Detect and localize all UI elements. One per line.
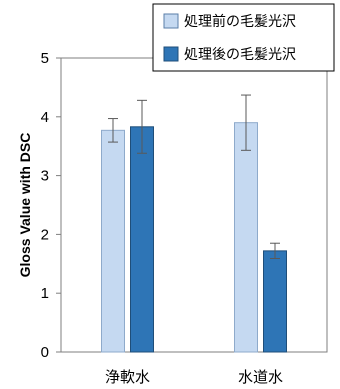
y-tick-label: 5 — [41, 50, 49, 67]
y-tick-label: 3 — [41, 168, 49, 185]
x-tick-label: 水道水 — [238, 368, 283, 386]
y-tick-label: 1 — [41, 285, 49, 302]
bar-before — [234, 122, 258, 353]
bar-series — [101, 122, 287, 353]
y-axis: 0 1 2 3 4 5 — [41, 50, 61, 361]
legend-box — [152, 3, 335, 72]
y-axis-title: Gloss Value with DSC — [17, 133, 33, 278]
legend-label-after: 処理後の毛髪光沢 — [184, 47, 296, 63]
x-tick-label: 浄軟水 — [105, 368, 150, 386]
plot-area — [60, 57, 328, 353]
legend-label-before: 処理前の毛髪光沢 — [184, 13, 296, 30]
bar-before — [101, 129, 125, 353]
bar-after — [130, 126, 154, 353]
y-tick-label: 2 — [41, 226, 49, 243]
bar-after — [263, 250, 287, 353]
legend-swatch-before — [163, 13, 179, 29]
x-axis: 浄軟水 水道水 — [105, 368, 283, 386]
y-tick-label: 4 — [41, 109, 49, 126]
error-bars — [108, 94, 280, 260]
legend: 処理前の毛髪光沢 処理後の毛髪光沢 — [152, 3, 335, 72]
legend-swatch-after — [163, 46, 179, 62]
y-tick-label: 0 — [41, 344, 49, 361]
